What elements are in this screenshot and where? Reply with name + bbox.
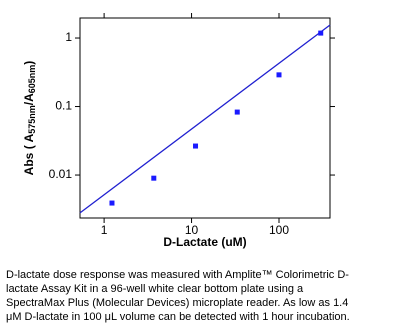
caption-line: SpectraMax Plus (Molecular Devices) micr… [6,297,349,309]
x-axis-title: D-Lactate (uM) [163,235,246,249]
y-tick-label: 1 [65,30,72,44]
y-title-part: /A [22,93,36,105]
caption-line: lactate Assay Kit in a 96-well white cle… [6,283,304,295]
data-point [109,200,115,206]
data-point [318,30,324,36]
y-title-sub: 605nm [27,65,37,94]
chart: D-Lactate (uM) Abs ( A575nm/A605nm) 0.01… [22,13,335,249]
y-title-part: ) [22,61,36,65]
x-tick-label: 10 [185,223,199,237]
caption: D-lactate dose response was measured wit… [6,268,398,324]
y-title-sub: 575nm [27,105,37,134]
data-point [276,72,282,78]
data-point [151,175,157,181]
y-title-part: Abs ( A [22,133,36,175]
y-tick-label: 0.01 [49,167,73,181]
caption-line: D-lactate dose response was measured wit… [6,269,349,281]
y-axis-title: Abs ( A575nm/A605nm) [22,61,37,176]
x-tick-label: 1 [101,223,108,237]
data-point [193,143,199,149]
plot-frame [79,17,331,219]
caption-line: μM D-lactate in 100 μL volume can be det… [6,311,350,323]
fit-line [79,24,331,214]
y-tick-label: 0.1 [55,99,72,113]
x-tick-label: 100 [269,223,289,237]
data-point [234,109,240,115]
